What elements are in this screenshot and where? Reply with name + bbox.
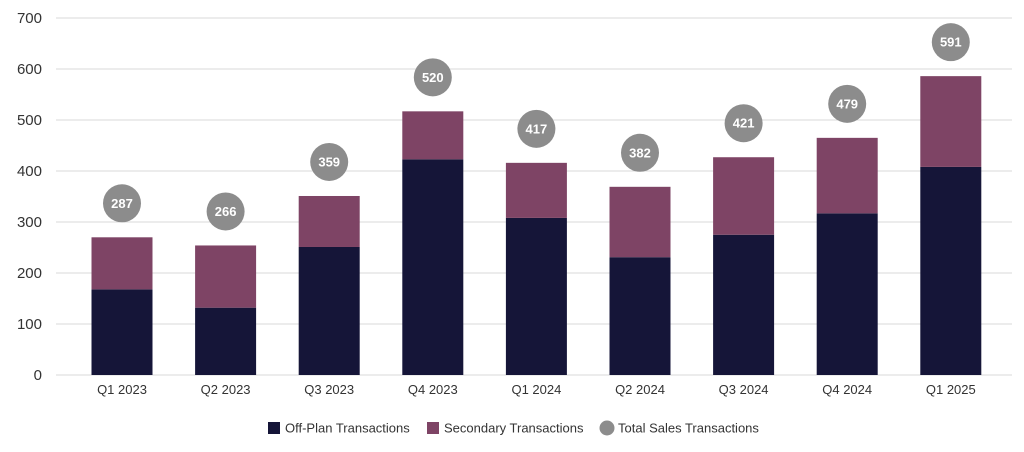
y-tick-label: 600 — [17, 61, 42, 78]
y-tick-label: 700 — [17, 10, 42, 27]
legend-label: Total Sales Transactions — [618, 421, 759, 436]
y-tick-label: 300 — [17, 214, 42, 231]
bar-off-plan — [609, 257, 671, 375]
x-axis: Q1 2023 Q2 2023 Q3 2023 Q4 2023 Q1 2024 Q2 20… — [97, 382, 976, 397]
legend-label: Secondary Transactions — [444, 421, 584, 436]
total-label: 520 — [422, 70, 444, 85]
total-bubble — [517, 109, 556, 148]
legend-swatch — [599, 420, 615, 436]
bar-off-plan — [505, 217, 567, 375]
legend-label: Off-Plan Transactions — [285, 421, 410, 436]
x-tick-label: Q1 2025 — [926, 382, 976, 397]
bar-secondary — [816, 137, 878, 214]
total-label: 417 — [526, 121, 548, 136]
total-bubble — [621, 133, 659, 172]
total-bubble — [724, 104, 763, 143]
bubbles-layer: 287 266 359 520 417 382 421 479 591 — [103, 23, 970, 231]
y-tick-label: 200 — [17, 265, 42, 282]
y-tick-label: 100 — [17, 316, 42, 333]
bars-layer — [91, 76, 982, 375]
x-tick-label: Q4 2023 — [408, 382, 458, 397]
total-bubble — [103, 184, 141, 223]
bar-secondary — [402, 111, 464, 160]
legend-swatch — [427, 422, 439, 434]
total-label: 287 — [111, 196, 133, 211]
bar-secondary — [195, 245, 257, 308]
x-tick-label: Q1 2023 — [97, 382, 147, 397]
total-bubble — [206, 192, 245, 231]
bar-secondary — [609, 186, 671, 258]
y-tick-label: 0 — [34, 367, 42, 384]
total-label: 382 — [629, 145, 651, 160]
total-bubble — [931, 23, 970, 62]
x-tick-label: Q2 2023 — [201, 382, 251, 397]
bar-secondary — [91, 237, 153, 290]
total-label: 359 — [318, 154, 340, 169]
total-bubble — [310, 142, 349, 181]
x-tick-label: Q1 2024 — [511, 382, 561, 397]
y-tick-label: 400 — [17, 163, 42, 180]
x-tick-label: Q2 2024 — [615, 382, 665, 397]
total-label: 591 — [940, 35, 962, 50]
total-label: 421 — [733, 116, 755, 131]
bar-secondary — [298, 195, 360, 247]
total-label: 266 — [215, 204, 237, 219]
bar-off-plan — [920, 166, 982, 375]
bar-off-plan — [816, 213, 878, 375]
total-label: 479 — [836, 96, 858, 111]
bar-off-plan — [91, 289, 153, 375]
bar-off-plan — [195, 307, 257, 375]
total-bubble — [413, 58, 452, 97]
bar-secondary — [713, 157, 775, 235]
y-tick-label: 500 — [17, 112, 42, 129]
legend-swatch — [268, 422, 280, 434]
bar-off-plan — [402, 159, 464, 375]
bar-secondary — [505, 162, 567, 218]
x-tick-label: Q4 2024 — [822, 382, 872, 397]
legend: Off-Plan Transactions Secondary Transacti… — [268, 420, 759, 436]
bar-secondary — [920, 76, 982, 167]
bar-off-plan — [713, 234, 775, 375]
bar-off-plan — [298, 246, 360, 375]
x-tick-label: Q3 2023 — [304, 382, 354, 397]
x-tick-label: Q3 2024 — [719, 382, 769, 397]
total-bubble — [828, 84, 867, 123]
